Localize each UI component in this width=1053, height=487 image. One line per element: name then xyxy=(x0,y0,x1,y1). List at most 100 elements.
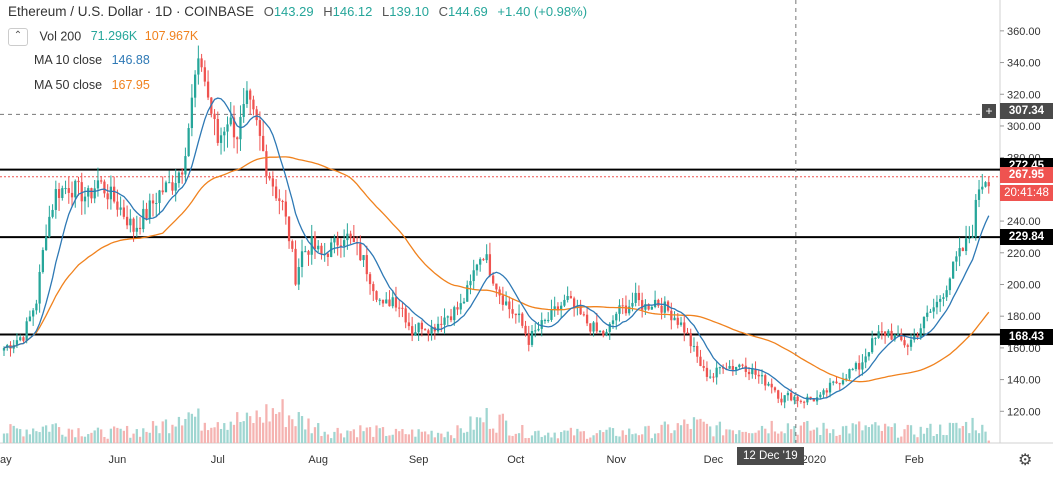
volume-bar xyxy=(641,434,644,443)
volume-bar xyxy=(517,433,521,443)
x-tick-label: Feb xyxy=(905,454,924,466)
volume-bar xyxy=(433,437,436,443)
volume-bar xyxy=(951,423,955,443)
candle-body xyxy=(939,298,942,302)
volume-bar xyxy=(835,435,838,443)
y-tick-label: 240.00 xyxy=(1007,216,1041,228)
candle-body xyxy=(984,182,987,187)
candle-body xyxy=(903,340,906,346)
volume-bar xyxy=(676,423,679,443)
volume-bar xyxy=(459,428,462,443)
volume-bar xyxy=(501,413,504,443)
candle-body xyxy=(734,367,738,370)
volume-bar xyxy=(974,430,977,443)
volume-bar xyxy=(70,429,74,443)
candle-body xyxy=(592,322,595,332)
candle-body xyxy=(754,368,757,375)
volume-bar xyxy=(271,408,274,443)
candle-body xyxy=(764,375,767,386)
volume-bar xyxy=(472,429,475,443)
volume-bar xyxy=(365,427,368,443)
chart-legend: Ethereum / U.S. Dollar · 1D · COINBASE O… xyxy=(8,4,587,19)
volume-bar xyxy=(2,433,6,443)
volume-bar xyxy=(229,421,232,443)
candle-body xyxy=(77,180,80,183)
volume-bar xyxy=(135,429,138,443)
candle-body xyxy=(300,251,304,268)
volume-bar xyxy=(252,423,255,443)
candle-body xyxy=(61,188,64,198)
candle-body xyxy=(777,390,780,399)
candle-body xyxy=(368,274,372,285)
candle-body xyxy=(28,316,32,322)
candle-body xyxy=(252,99,255,110)
candle-body xyxy=(359,243,362,261)
candle-body xyxy=(663,301,666,313)
candle-body xyxy=(683,322,686,333)
candle-body xyxy=(660,305,663,313)
candle-body xyxy=(391,297,394,307)
candle-body xyxy=(838,383,841,385)
volume-bar xyxy=(381,427,385,443)
ma50-label: MA 50 close xyxy=(34,78,103,92)
volume-bar xyxy=(569,427,573,443)
volume-bar xyxy=(6,433,9,443)
ma50-indicator[interactable]: MA 50 close 167.95 xyxy=(34,78,150,92)
candle-body xyxy=(313,236,317,250)
candle-body xyxy=(223,131,226,136)
volume-bar xyxy=(265,404,268,443)
candle-body xyxy=(155,203,158,205)
candle-body xyxy=(900,333,903,341)
gear-icon[interactable]: ⚙ xyxy=(1018,452,1033,469)
candle-body xyxy=(770,383,773,388)
ma10-indicator[interactable]: MA 10 close 146.88 xyxy=(34,53,150,67)
ma50-value: 167.95 xyxy=(111,78,150,92)
candle-body xyxy=(294,248,297,285)
candle-body xyxy=(44,236,48,251)
volume-bar xyxy=(125,425,129,443)
volume-indicator[interactable]: ⌃ Vol 200 71.296K 107.967K xyxy=(8,28,198,46)
candle-body xyxy=(449,316,453,321)
candle-body xyxy=(670,310,673,321)
volume-bar xyxy=(867,427,871,443)
volume-bar xyxy=(909,425,913,443)
candle-body xyxy=(602,331,605,336)
candle-body xyxy=(605,331,608,336)
volume-bar xyxy=(530,435,534,443)
candle-body xyxy=(890,330,893,340)
candle-body xyxy=(148,200,151,219)
plus-icon[interactable]: + xyxy=(982,104,996,118)
candle-body xyxy=(138,227,142,230)
candle-body xyxy=(93,188,96,199)
volume-bar xyxy=(932,435,935,443)
y-tick-label: 120.00 xyxy=(1007,406,1041,418)
candle-body xyxy=(909,339,913,347)
volume-bar xyxy=(757,430,760,443)
volume-bar xyxy=(524,438,527,443)
volume-bar xyxy=(103,437,106,443)
volume-bar xyxy=(19,429,22,443)
candle-body xyxy=(430,327,433,335)
volume-bar xyxy=(449,435,453,443)
volume-bar xyxy=(488,428,492,443)
high-label: H xyxy=(323,4,333,19)
candle-body xyxy=(948,278,952,291)
volume-bar xyxy=(206,430,210,443)
volume-bar xyxy=(362,431,365,443)
candle-body xyxy=(446,316,449,318)
candle-body xyxy=(255,109,258,121)
candle-body xyxy=(799,400,803,402)
candle-body xyxy=(929,311,932,313)
chevron-up-icon[interactable]: ⌃ xyxy=(8,28,28,46)
candle-body xyxy=(809,396,812,399)
candle-body xyxy=(103,181,106,194)
volume-bar xyxy=(203,422,206,443)
volume-bar xyxy=(32,428,35,443)
volume-bar xyxy=(968,433,971,443)
candle-body xyxy=(919,328,922,338)
volume-bar xyxy=(77,428,80,443)
volume-bar xyxy=(119,428,122,443)
candle-body xyxy=(887,330,890,337)
candle-body xyxy=(709,376,712,378)
